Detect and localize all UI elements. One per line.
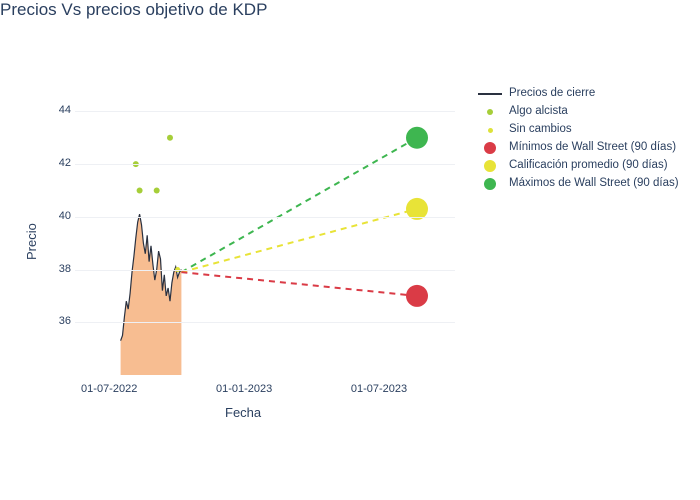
x-tick: 01-01-2023 bbox=[209, 383, 279, 395]
y-tick: 36 bbox=[49, 315, 71, 327]
algo-alcista-point bbox=[137, 187, 143, 193]
legend-item: Precios de cierre bbox=[478, 85, 679, 103]
x-tick: 01-07-2023 bbox=[344, 383, 414, 395]
maximos-line-dot bbox=[406, 127, 428, 149]
legend-item: Algo alcista bbox=[478, 103, 679, 121]
algo-alcista-point bbox=[167, 135, 173, 141]
legend-item: Máximos de Wall Street (90 días) bbox=[478, 175, 679, 193]
y-tick: 38 bbox=[49, 263, 71, 275]
chart-title: Precios Vs precios objetivo de KDP bbox=[0, 0, 267, 20]
x-axis-label: Fecha bbox=[225, 405, 261, 420]
x-tick: 01-07-2022 bbox=[74, 383, 144, 395]
plot-area bbox=[75, 85, 455, 375]
y-tick: 44 bbox=[49, 104, 71, 116]
y-axis-label: Precio bbox=[24, 223, 39, 260]
algo-alcista-point bbox=[154, 187, 160, 193]
maximos-line bbox=[181, 138, 417, 272]
legend-item: Calificación promedio (90 días) bbox=[478, 157, 679, 175]
minimos-line bbox=[181, 272, 417, 296]
legend-item: Mínimos de Wall Street (90 días) bbox=[478, 139, 679, 157]
y-tick: 42 bbox=[49, 157, 71, 169]
legend-item: Sin cambios bbox=[478, 121, 679, 139]
minimos-line-dot bbox=[406, 285, 428, 307]
y-tick: 40 bbox=[49, 210, 71, 222]
promedio-line bbox=[181, 209, 417, 272]
legend: Precios de cierreAlgo alcistaSin cambios… bbox=[478, 85, 679, 193]
